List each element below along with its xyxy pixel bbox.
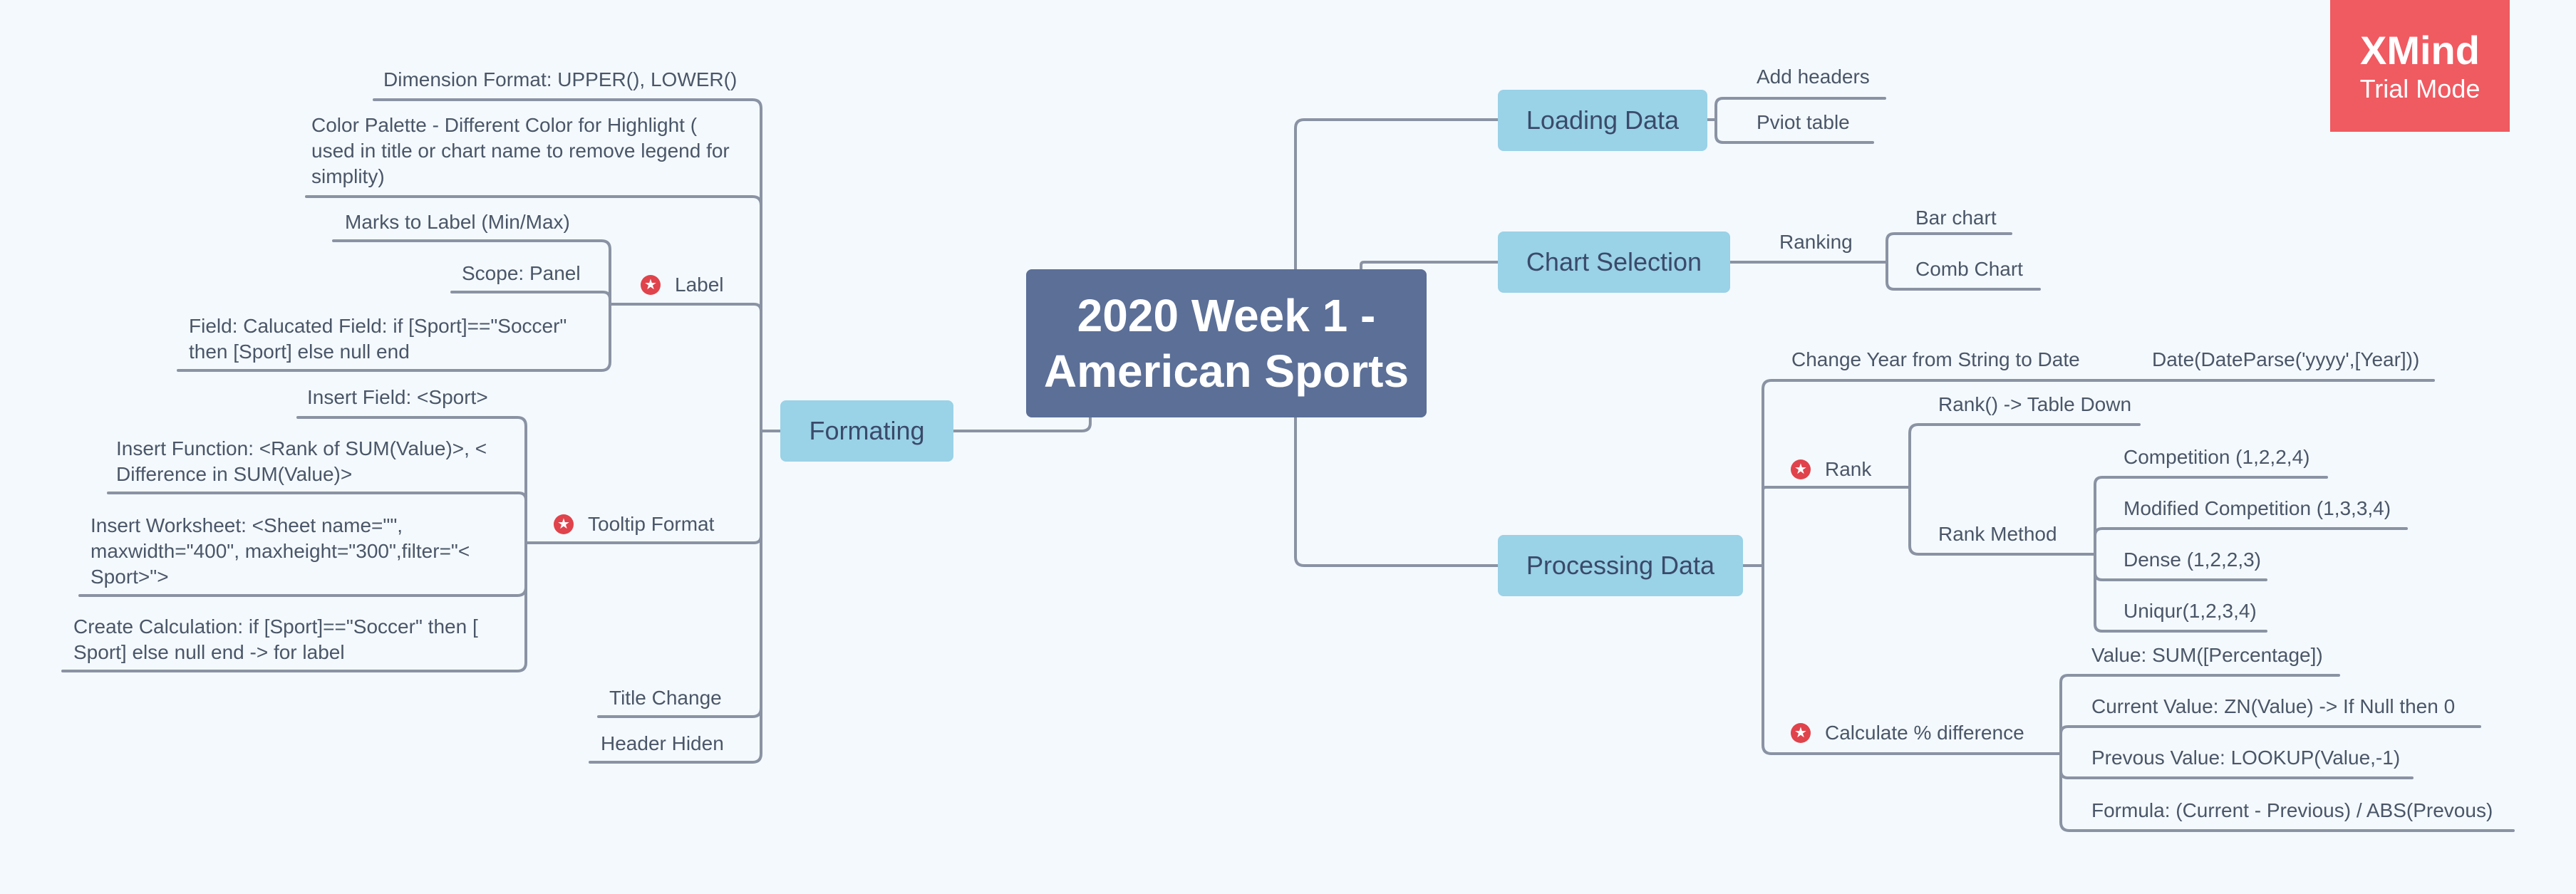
subtopic-header-hiden[interactable]: Header Hiden — [601, 731, 724, 757]
star-icon: ★ — [1791, 723, 1811, 743]
subtopic-rank-label: Rank — [1825, 458, 1872, 480]
subtopic-color-palette[interactable]: Color Palette - Different Color for High… — [311, 113, 739, 189]
subtopic-dimension-format-label: Dimension Format: UPPER(), LOWER() — [383, 68, 738, 90]
subtopic-modified-competition-label: Modified Competition (1,3,3,4) — [2124, 497, 2391, 519]
subtopic-insert-field-label: Insert Field: <Sport> — [307, 386, 488, 408]
subtopic-rank[interactable]: Rank — [1825, 457, 1871, 482]
subtopic-create-calculation[interactable]: Create Calculation: if [Sport]=="Soccer"… — [73, 614, 515, 665]
watermark-brand: XMind — [2360, 27, 2480, 73]
subtopic-rank-method[interactable]: Rank Method — [1938, 521, 2057, 547]
subtopic-tooltip-format[interactable]: Tooltip Format — [588, 511, 714, 537]
xmind-trial-watermark: XMind Trial Mode — [2330, 0, 2510, 132]
subtopic-dense[interactable]: Dense (1,2,2,3) — [2124, 547, 2261, 573]
subtopic-calculated-field-label: Field: Calucated Field: if [Sport]=="Soc… — [189, 315, 567, 363]
subtopic-add-headers[interactable]: Add headers — [1757, 64, 1870, 90]
subtopic-previous-value-label: Prevous Value: LOOKUP(Value,-1) — [2091, 747, 2401, 769]
subtopic-calculate-difference-label: Calculate % difference — [1825, 722, 2024, 744]
subtopic-ranking[interactable]: Ranking — [1779, 229, 1853, 255]
star-icon: ★ — [554, 514, 574, 534]
subtopic-formula-label: Formula: (Current - Previous) / ABS(Prev… — [2091, 799, 2493, 821]
subtopic-pivot-table-label: Pviot table — [1757, 111, 1850, 133]
subtopic-competition[interactable]: Competition (1,2,2,4) — [2124, 445, 2309, 470]
watermark-mode: Trial Mode — [2359, 73, 2481, 103]
subtopic-insert-function-label: Insert Function: <Rank of SUM(Value)>, <… — [116, 437, 487, 485]
subtopic-bar-chart[interactable]: Bar chart — [1915, 205, 1997, 231]
subtopic-current-value[interactable]: Current Value: ZN(Value) -> If Null then… — [2091, 694, 2455, 719]
star-icon: ★ — [641, 275, 661, 295]
subtopic-current-value-label: Current Value: ZN(Value) -> If Null then… — [2091, 695, 2456, 717]
subtopic-previous-value[interactable]: Prevous Value: LOOKUP(Value,-1) — [2091, 745, 2400, 771]
subtopic-title-change-label: Title Change — [609, 687, 722, 709]
subtopic-rank-table-down[interactable]: Rank() -> Table Down — [1938, 392, 2131, 417]
subtopic-value-sum[interactable]: Value: SUM([Percentage]) — [2091, 643, 2323, 668]
subtopic-scope-panel[interactable]: Scope: Panel — [462, 261, 581, 286]
topic-chart-selection[interactable]: Chart Selection — [1498, 232, 1730, 293]
subtopic-dense-label: Dense (1,2,2,3) — [2124, 549, 2261, 571]
subtopic-label-label: Label — [675, 274, 724, 296]
subtopic-tooltip-format-label: Tooltip Format — [588, 513, 715, 535]
subtopic-uniqur-label: Uniqur(1,2,3,4) — [2124, 600, 2257, 622]
subtopic-comb-chart[interactable]: Comb Chart — [1915, 256, 2023, 282]
subtopic-add-headers-label: Add headers — [1757, 66, 1870, 88]
subtopic-header-hiden-label: Header Hiden — [601, 732, 724, 754]
subtopic-color-palette-label: Color Palette - Different Color for High… — [311, 114, 730, 187]
topic-formating-label: Formating — [809, 416, 925, 445]
subtopic-value-sum-label: Value: SUM([Percentage]) — [2091, 644, 2323, 666]
subtopic-ranking-label: Ranking — [1779, 231, 1853, 253]
subtopic-label[interactable]: Label — [675, 272, 724, 298]
subtopic-title-change[interactable]: Title Change — [609, 685, 722, 711]
subtopic-insert-worksheet-label: Insert Worksheet: <Sheet name="", maxwid… — [90, 514, 470, 588]
subtopic-marks-to-label-label: Marks to Label (Min/Max) — [345, 211, 570, 233]
subtopic-change-year-label: Change Year from String to Date — [1791, 348, 2080, 370]
subtopic-modified-competition[interactable]: Modified Competition (1,3,3,4) — [2124, 496, 2391, 521]
central-topic-line1: 2020 Week 1 - — [1077, 290, 1376, 341]
subtopic-uniqur[interactable]: Uniqur(1,2,3,4) — [2124, 598, 2257, 624]
subtopic-date-parse[interactable]: Date(DateParse('yyyy',[Year])) — [2152, 347, 2419, 373]
subtopic-change-year[interactable]: Change Year from String to Date — [1791, 347, 2080, 373]
central-topic[interactable]: 2020 Week 1 - American Sports — [1026, 269, 1427, 417]
subtopic-insert-function[interactable]: Insert Function: <Rank of SUM(Value)>, <… — [116, 436, 515, 487]
topic-loading-data[interactable]: Loading Data — [1498, 90, 1707, 151]
topic-processing-data-label: Processing Data — [1526, 551, 1715, 580]
subtopic-marks-to-label[interactable]: Marks to Label (Min/Max) — [345, 209, 570, 235]
subtopic-dimension-format[interactable]: Dimension Format: UPPER(), LOWER() — [383, 67, 737, 93]
star-icon: ★ — [1791, 459, 1811, 479]
subtopic-create-calculation-label: Create Calculation: if [Sport]=="Soccer"… — [73, 615, 478, 663]
subtopic-date-parse-label: Date(DateParse('yyyy',[Year])) — [2152, 348, 2420, 370]
topic-chart-selection-label: Chart Selection — [1526, 247, 1702, 276]
subtopic-rank-method-label: Rank Method — [1938, 523, 2057, 545]
topic-loading-data-label: Loading Data — [1526, 105, 1680, 135]
subtopic-competition-label: Competition (1,2,2,4) — [2124, 446, 2310, 468]
subtopic-rank-table-down-label: Rank() -> Table Down — [1938, 393, 2132, 415]
subtopic-insert-worksheet[interactable]: Insert Worksheet: <Sheet name="", maxwid… — [90, 513, 514, 590]
central-topic-line2: American Sports — [1043, 345, 1409, 397]
subtopic-bar-chart-label: Bar chart — [1915, 207, 1997, 229]
subtopic-insert-field[interactable]: Insert Field: <Sport> — [307, 385, 488, 410]
topic-processing-data[interactable]: Processing Data — [1498, 535, 1743, 596]
subtopic-calculate-difference[interactable]: Calculate % difference — [1825, 720, 2024, 746]
subtopic-formula[interactable]: Formula: (Current - Previous) / ABS(Prev… — [2091, 798, 2493, 823]
subtopic-pivot-table[interactable]: Pviot table — [1757, 110, 1850, 135]
subtopic-comb-chart-label: Comb Chart — [1915, 258, 2023, 280]
subtopic-calculated-field[interactable]: Field: Calucated Field: if [Sport]=="Soc… — [189, 313, 602, 365]
topic-formating[interactable]: Formating — [780, 400, 953, 462]
subtopic-scope-panel-label: Scope: Panel — [462, 262, 581, 284]
